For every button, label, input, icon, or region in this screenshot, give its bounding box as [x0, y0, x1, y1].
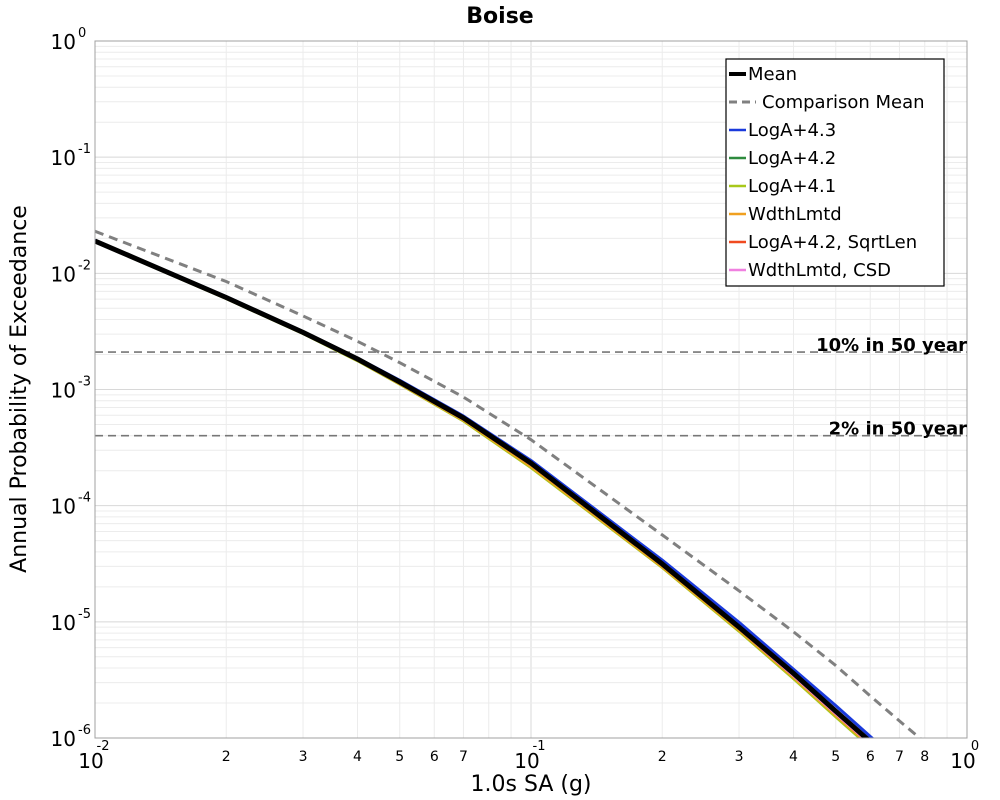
x-minor-tick-label: 5: [831, 749, 840, 765]
legend-label: Mean: [748, 64, 797, 85]
x-major-tick-base: 10: [78, 749, 103, 773]
x-minor-tick-label: 6: [430, 749, 439, 765]
x-minor-tick-label: 7: [459, 749, 468, 765]
x-axis-label: 1.0s SA (g): [471, 772, 592, 797]
legend: Mean Comparison Mean LogA+4.3 LogA+4.2 LogA+…: [725, 58, 945, 287]
legend-label: LogA+4.3: [748, 120, 836, 141]
x-minor-tick-label: 8: [920, 749, 929, 765]
x-minor-tick-label: 3: [735, 749, 744, 765]
y-major-tick-exponent: -2: [78, 258, 91, 273]
x-major-tick-exponent: -2: [97, 739, 110, 754]
y-major-tick-exponent: -5: [78, 607, 91, 622]
y-major-tick-base: 10: [51, 727, 76, 751]
legend-label: WdthLmtd: [748, 204, 842, 225]
legend-label: Comparison Mean: [762, 92, 925, 113]
y-major-tick-base: 10: [51, 30, 76, 54]
y-axis-label: Annual Probability of Exceedance: [7, 205, 32, 573]
reference-line-label: 10% in 50 year: [816, 335, 967, 356]
y-major-tick-exponent: -6: [78, 723, 91, 738]
y-major-tick-base: 10: [51, 495, 76, 519]
y-major-tick-exponent: -4: [78, 491, 91, 506]
x-major-tick-exponent: 0: [971, 739, 979, 754]
series-line: [95, 238, 870, 738]
legend-label: LogA+4.2: [748, 148, 836, 169]
legend-label: LogA+4.2, SqrtLen: [748, 232, 917, 253]
x-minor-tick-label: 3: [299, 749, 308, 765]
y-major-tick-base: 10: [51, 611, 76, 635]
y-major-tick-base: 10: [51, 379, 76, 403]
x-minor-tick-label: 4: [789, 749, 798, 765]
y-major-tick-exponent: -3: [78, 375, 91, 390]
y-major-tick-base: 10: [51, 146, 76, 170]
chart-title: Boise: [466, 4, 533, 29]
x-minor-tick-label: 2: [222, 749, 231, 765]
legend-label: WdthLmtd, CSD: [748, 260, 891, 281]
x-major-tick-exponent: -1: [533, 739, 546, 754]
series-lines: [95, 229, 923, 738]
reference-labels: 10% in 50 year 2% in 50 year: [816, 335, 967, 440]
y-major-tick-exponent: 0: [78, 26, 86, 41]
reference-lines: [95, 351, 967, 437]
legend-label: LogA+4.1: [748, 176, 836, 197]
y-major-tick-base: 10: [51, 262, 76, 286]
x-minor-tick-label: 4: [353, 749, 362, 765]
x-major-tick-base: 10: [950, 749, 975, 773]
x-minor-tick-label: 6: [866, 749, 875, 765]
y-major-tick-exponent: -1: [78, 142, 91, 157]
series-line: [95, 229, 923, 738]
plot-frame: [94, 40, 968, 739]
reference-line-label: 2% in 50 year: [829, 419, 967, 440]
x-minor-tick-label: 5: [395, 749, 404, 765]
x-minor-tick-label: 7: [895, 749, 904, 765]
x-minor-tick-label: 2: [658, 749, 667, 765]
legend-box: [725, 58, 945, 287]
x-major-tick-base: 10: [514, 749, 539, 773]
